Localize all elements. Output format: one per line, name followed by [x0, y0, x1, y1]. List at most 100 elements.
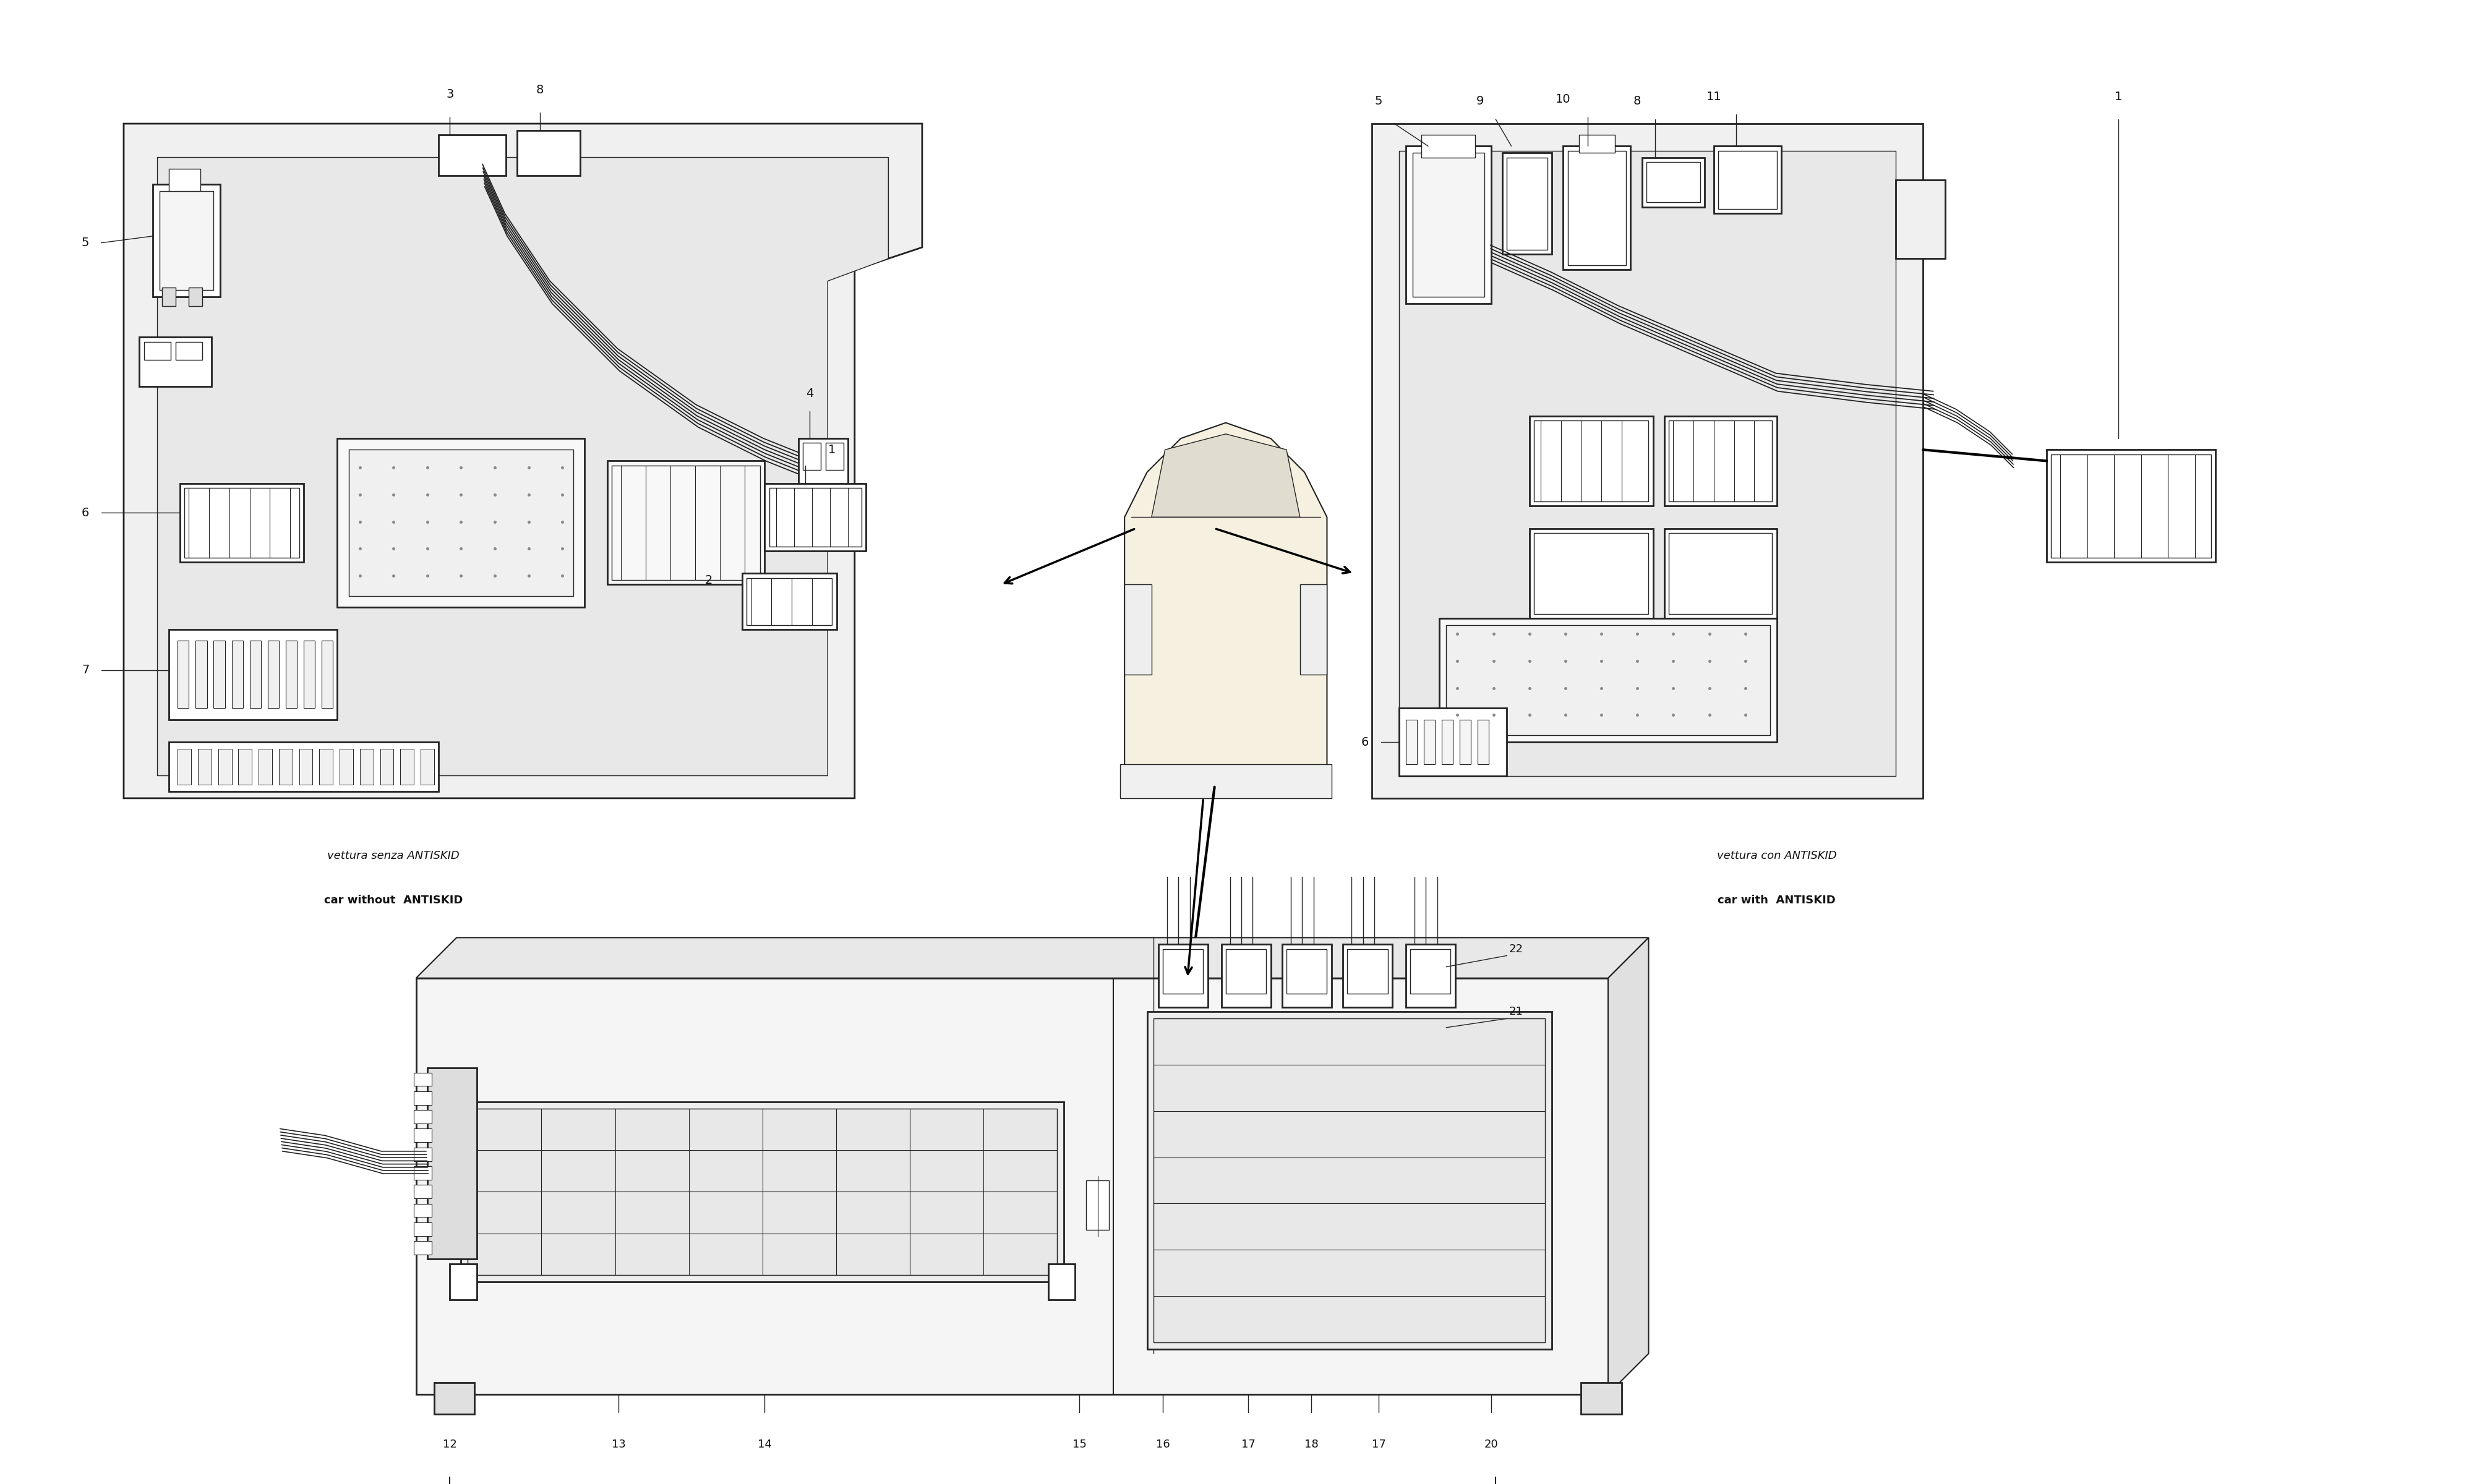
Bar [1578, 135, 1616, 153]
Polygon shape [1373, 123, 1922, 798]
Bar [1447, 625, 1769, 735]
Bar [1286, 948, 1326, 994]
Bar [161, 191, 213, 289]
Polygon shape [1150, 433, 1299, 516]
Bar [139, 337, 210, 387]
Text: 1: 1 [829, 444, 836, 456]
Bar [1348, 948, 1388, 994]
Bar [401, 749, 413, 785]
Bar [233, 641, 242, 708]
Text: 6: 6 [82, 506, 89, 518]
Bar [517, 131, 581, 175]
Bar [1148, 1012, 1551, 1349]
Bar [168, 742, 438, 791]
Bar [1643, 157, 1705, 206]
Bar [413, 1129, 433, 1143]
Bar [413, 1091, 433, 1104]
Bar [1645, 162, 1700, 202]
Bar [413, 1147, 433, 1160]
Bar [1670, 533, 1771, 614]
Bar [450, 1264, 477, 1300]
Text: 14: 14 [757, 1439, 772, 1450]
Bar [460, 1101, 1064, 1282]
Bar [438, 135, 507, 175]
Bar [1665, 528, 1776, 619]
Text: 20: 20 [1484, 1439, 1499, 1450]
Bar [213, 641, 225, 708]
Bar [181, 484, 304, 562]
Bar [413, 1241, 433, 1254]
Bar [1163, 948, 1202, 994]
Bar [747, 577, 831, 625]
Bar [1534, 533, 1648, 614]
Bar [1529, 416, 1653, 506]
Bar [764, 484, 866, 551]
Bar [413, 1223, 433, 1236]
Bar [178, 749, 190, 785]
Text: 10: 10 [1556, 93, 1571, 105]
Bar [1126, 585, 1150, 675]
Bar [433, 1383, 475, 1414]
Bar [188, 288, 203, 306]
Bar [1534, 420, 1648, 502]
Bar [1343, 944, 1393, 1008]
Text: car with  ANTISKID: car with ANTISKID [1717, 895, 1836, 907]
Text: 18: 18 [1304, 1439, 1319, 1450]
Text: 8: 8 [1633, 95, 1640, 107]
Bar [178, 641, 188, 708]
Bar [299, 749, 312, 785]
Text: car without  ANTISKID: car without ANTISKID [324, 895, 463, 907]
Bar [606, 462, 764, 585]
Bar [1714, 145, 1781, 214]
Bar [1405, 145, 1492, 304]
Bar [1569, 151, 1625, 266]
Bar [421, 749, 433, 785]
Bar [1405, 944, 1455, 1008]
Bar [161, 288, 176, 306]
Bar [143, 341, 171, 359]
Bar [2046, 450, 2214, 562]
Bar [280, 749, 292, 785]
Bar [2051, 454, 2212, 558]
Bar [1282, 944, 1331, 1008]
Bar [1153, 1018, 1546, 1343]
Text: vettura senza ANTISKID: vettura senza ANTISKID [327, 850, 460, 861]
Text: 17: 17 [1242, 1439, 1254, 1450]
Bar [359, 749, 374, 785]
Bar [1398, 708, 1507, 776]
Bar [349, 450, 574, 597]
Polygon shape [1398, 151, 1895, 776]
Text: 16: 16 [1155, 1439, 1170, 1450]
Text: 3: 3 [445, 89, 453, 101]
Bar [168, 629, 336, 720]
Bar [413, 1110, 433, 1123]
Bar [1895, 180, 1945, 258]
Polygon shape [416, 938, 1648, 978]
Text: 8: 8 [537, 85, 544, 96]
Bar [267, 641, 280, 708]
Bar [826, 442, 844, 470]
Bar [1477, 720, 1489, 764]
Bar [428, 1068, 477, 1258]
Bar [1442, 720, 1452, 764]
Text: vettura con ANTISKID: vettura con ANTISKID [1717, 850, 1836, 861]
Text: 22: 22 [1509, 944, 1524, 954]
Bar [1529, 528, 1653, 619]
Bar [1299, 585, 1326, 675]
Bar [260, 749, 272, 785]
Text: 13: 13 [611, 1439, 626, 1450]
Bar [153, 184, 220, 297]
Bar [1581, 1383, 1620, 1414]
Bar [218, 749, 233, 785]
Bar [381, 749, 393, 785]
Text: 11: 11 [1707, 91, 1722, 102]
Text: 21: 21 [1509, 1006, 1524, 1018]
Bar [1423, 135, 1475, 157]
Bar [176, 341, 203, 359]
Text: 2: 2 [705, 574, 713, 586]
Bar [1665, 416, 1776, 506]
Bar [1086, 1180, 1108, 1230]
Text: 7: 7 [82, 665, 89, 675]
Bar [285, 641, 297, 708]
Bar [168, 169, 200, 191]
